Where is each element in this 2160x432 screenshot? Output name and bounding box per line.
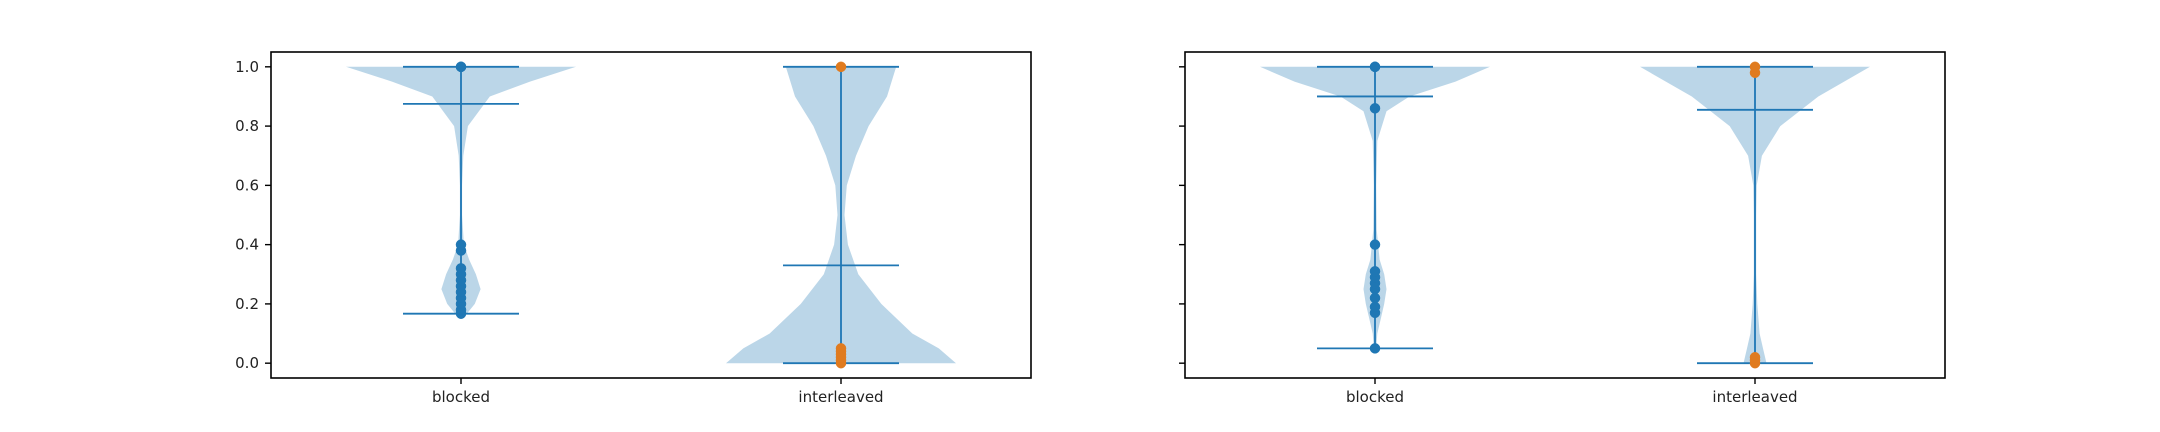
data-point [455, 61, 467, 73]
data-point [455, 263, 467, 274]
x-tick-label: blocked [432, 388, 490, 406]
data-point [1369, 301, 1381, 313]
y-tick-label: 0.2 [235, 295, 259, 313]
y-tick-label: 0.8 [235, 117, 259, 135]
data-point [1369, 292, 1381, 304]
data-point [1369, 103, 1381, 114]
y-tick-label: 1.0 [235, 58, 259, 76]
x-tick-label: interleaved [798, 388, 883, 406]
y-tick-label: 0.0 [235, 354, 259, 372]
data-point [455, 239, 467, 250]
violin-panel-right: blocked interleaved [1179, 51, 1946, 406]
data-point [835, 343, 847, 354]
data-point [1369, 239, 1381, 250]
x-tick-label: blocked [1346, 388, 1404, 406]
violin-panel-left: 0.0 0.2 0.4 0.6 0.8 1.0 blocked interleaved [235, 51, 1032, 406]
data-point [1749, 352, 1761, 363]
data-point [1749, 61, 1761, 73]
data-point [1369, 266, 1381, 277]
axes-frame [1184, 51, 1946, 379]
data-point [1369, 343, 1381, 354]
y-tick-label: 0.4 [235, 236, 259, 254]
data-point [835, 61, 847, 73]
axes-frame [270, 51, 1032, 379]
x-tick-label: interleaved [1712, 388, 1797, 406]
data-point [1369, 61, 1381, 73]
y-tick-label: 0.6 [235, 176, 259, 194]
